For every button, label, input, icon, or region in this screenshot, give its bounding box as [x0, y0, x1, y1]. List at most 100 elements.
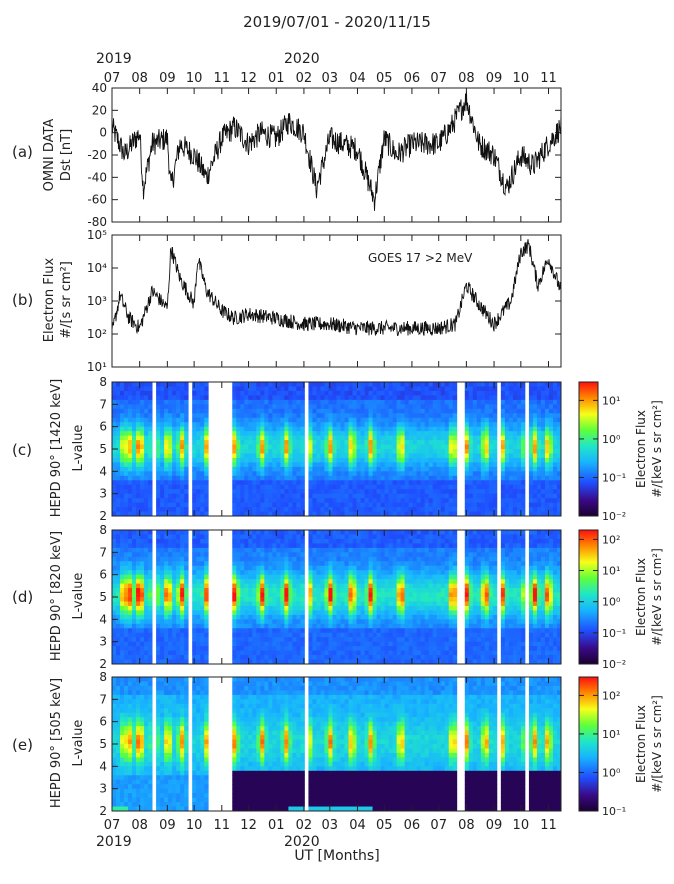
heatmap-cell [248, 592, 253, 598]
heatmap-cell [296, 453, 301, 459]
heatmap-cell [284, 637, 289, 643]
heatmap-cell [396, 547, 402, 553]
heatmap-cell [328, 655, 333, 660]
heatmap-cell [556, 466, 562, 472]
heatmap-cell [256, 466, 261, 472]
heatmap-cell [124, 641, 129, 647]
heatmap-cell [492, 475, 498, 481]
heatmap-cell [172, 466, 177, 472]
heatmap-cell [268, 453, 273, 459]
heatmap-cell [316, 556, 321, 562]
heatmap-cell [136, 605, 141, 611]
heatmap-cell [128, 453, 133, 459]
heatmap-cell [332, 422, 337, 428]
heatmap-cell [400, 395, 406, 401]
heatmap-cell [252, 498, 257, 503]
heatmap-cell [312, 417, 317, 423]
heatmap-cell [316, 641, 321, 647]
heatmap-cell [332, 493, 337, 499]
heatmap-cell [392, 399, 398, 405]
heatmap-cell [324, 605, 329, 611]
heatmap-cell [360, 382, 365, 387]
heatmap-cell [184, 628, 189, 634]
heatmap-cell [112, 511, 117, 517]
heatmap-cell [448, 390, 454, 396]
heatmap-cell [336, 390, 341, 396]
heatmap-cell [328, 538, 333, 544]
heatmap-cell [360, 457, 365, 463]
heatmap-cell [540, 493, 546, 499]
heatmap-cell [336, 592, 341, 598]
heatmap-cell [348, 471, 353, 477]
heatmap-cell [280, 565, 285, 571]
heatmap-cell [256, 623, 261, 629]
heatmap-cell [328, 623, 333, 629]
heatmap-cell [324, 480, 329, 486]
heatmap-cell [260, 597, 265, 602]
heatmap-cell [168, 601, 173, 607]
heatmap-cell [288, 502, 293, 508]
heatmap-cell [284, 395, 289, 401]
heatmap-cell [528, 390, 534, 396]
heatmap-cell [396, 583, 402, 589]
heatmap-cell [184, 583, 189, 589]
heatmap-cell [204, 646, 209, 651]
heatmap-cell [388, 440, 394, 445]
heatmap-cell [256, 646, 261, 651]
heatmap-cell [284, 413, 289, 419]
heatmap-cell [200, 507, 205, 512]
heatmap-cell [264, 493, 269, 499]
heatmap-cell [532, 382, 538, 387]
heatmap-cell [240, 390, 245, 396]
heatmap-cell [232, 484, 237, 490]
heatmap-cell [300, 641, 305, 647]
panel-b-ytick-label: 10¹ [87, 360, 107, 374]
heatmap-cell [240, 493, 245, 499]
heatmap-cell [292, 435, 297, 441]
heatmap-cell [348, 489, 353, 495]
heatmap-cell [268, 386, 273, 392]
heatmap-cell [532, 462, 538, 468]
heatmap-cell [368, 650, 373, 656]
heatmap-cell [296, 579, 301, 584]
heatmap-cell [360, 538, 365, 544]
heatmap-cell [316, 462, 321, 468]
heatmap-cell [144, 659, 149, 665]
heatmap-cell [420, 404, 426, 410]
heatmap-cell [248, 655, 253, 660]
heatmap-cell [352, 426, 357, 432]
heatmap-cell [172, 597, 177, 602]
heatmap-cell [240, 614, 245, 620]
heatmap-cell [464, 511, 470, 517]
heatmap-cell [472, 435, 478, 441]
heatmap-cell [252, 570, 257, 576]
heatmap-cell [240, 543, 245, 549]
heatmap-cell [300, 466, 305, 472]
heatmap-cell [192, 565, 197, 571]
heatmap-cell [420, 386, 426, 392]
heatmap-cell [316, 498, 321, 503]
heatmap-cell [336, 547, 341, 553]
heatmap-cell [332, 601, 337, 607]
heatmap-cell [200, 538, 205, 544]
heatmap-cell [196, 417, 201, 423]
heatmap-cell [296, 386, 301, 392]
heatmap-cell [132, 619, 137, 625]
heatmap-cell [316, 417, 321, 423]
heatmap-cell [144, 565, 149, 571]
heatmap-cell [176, 655, 181, 660]
heatmap-cell [276, 399, 281, 405]
heatmap-cell [112, 561, 117, 567]
heatmap-cell [508, 413, 514, 419]
heatmap-cell [368, 399, 373, 405]
heatmap-cell [284, 610, 289, 616]
heatmap-cell [120, 632, 125, 638]
heatmap-cell [292, 493, 297, 499]
heatmap-cell [396, 552, 402, 558]
heatmap-cell [196, 646, 201, 651]
heatmap-cell [196, 614, 201, 620]
heatmap-cell [396, 565, 402, 571]
heatmap-cell [240, 610, 245, 616]
heatmap-cell [308, 619, 313, 625]
heatmap-cell [512, 507, 518, 512]
